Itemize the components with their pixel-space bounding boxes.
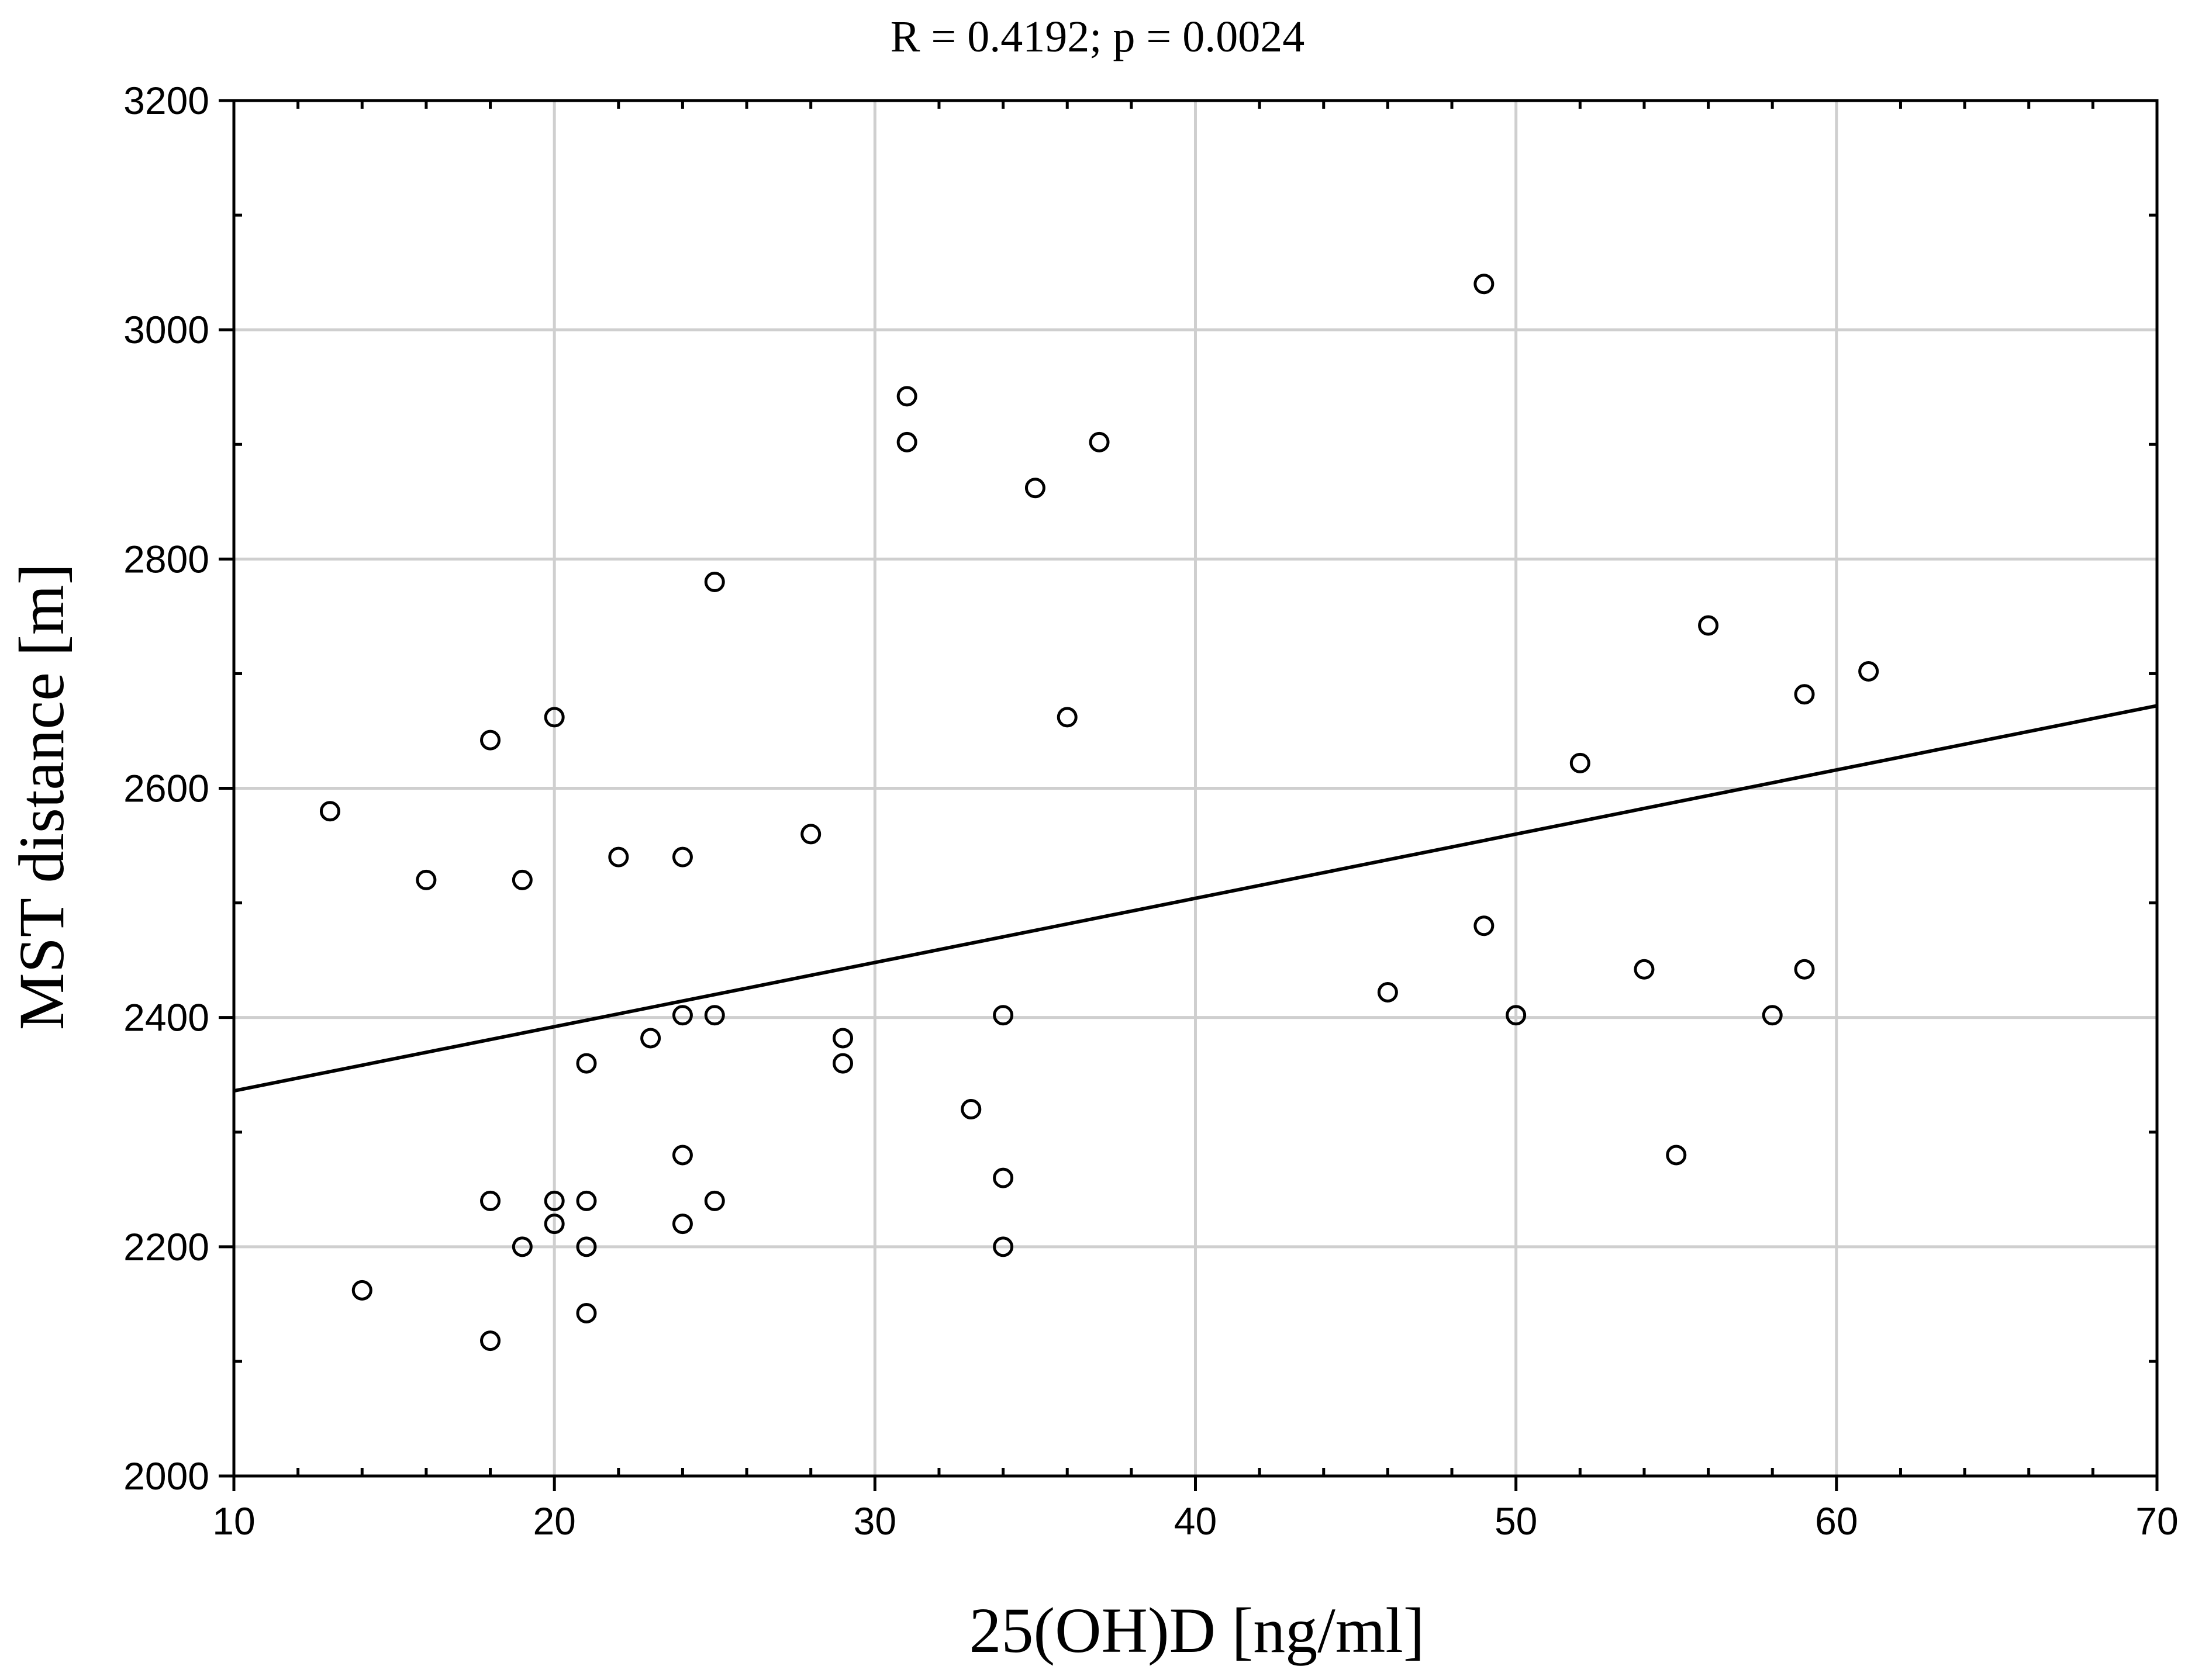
data-point xyxy=(1473,274,1495,295)
data-point xyxy=(480,1190,501,1211)
y-tick-label: 2600 xyxy=(123,767,209,810)
data-point xyxy=(576,1190,597,1211)
data-point xyxy=(480,730,501,751)
data-point xyxy=(512,869,533,890)
data-point xyxy=(1377,982,1398,1003)
data-point xyxy=(704,572,725,593)
data-point xyxy=(544,1214,565,1235)
x-tick-label: 10 xyxy=(212,1499,255,1543)
data-point xyxy=(800,824,822,845)
data-point xyxy=(1473,915,1495,936)
data-point xyxy=(544,1190,565,1211)
x-tick-label: 40 xyxy=(1174,1499,1217,1543)
data-point xyxy=(1762,1005,1783,1026)
data-point xyxy=(512,1236,533,1257)
data-point xyxy=(672,1005,693,1026)
x-tick-label: 20 xyxy=(533,1499,575,1543)
data-point xyxy=(704,1190,725,1211)
tick-label-layer: 10 20 30 40 50 60 70 2000 2200 2400 2600 2800 3000 32… xyxy=(123,79,2179,1543)
data-point xyxy=(1634,959,1655,980)
data-point xyxy=(961,1099,982,1120)
x-axis-label: 25(OH)D [ng/ml] xyxy=(969,1595,1424,1666)
data-point xyxy=(640,1028,661,1049)
data-point xyxy=(351,1280,372,1301)
data-point xyxy=(1089,431,1110,452)
regression-layer xyxy=(233,704,2158,1093)
data-point xyxy=(1794,684,1815,705)
data-point xyxy=(672,1145,693,1166)
data-point xyxy=(833,1053,854,1074)
data-point xyxy=(993,1167,1014,1188)
x-tick-label: 70 xyxy=(2135,1499,2178,1543)
y-tick-label: 2400 xyxy=(123,996,209,1039)
data-point xyxy=(576,1236,597,1257)
regression-line xyxy=(233,704,2158,1093)
y-axis-label: MST distance [m] xyxy=(6,564,77,1030)
y-tick-label: 3200 xyxy=(123,79,209,122)
grid-layer xyxy=(234,101,2157,1476)
y-tick-label: 2800 xyxy=(123,537,209,580)
data-point xyxy=(896,431,917,452)
data-point xyxy=(319,801,340,822)
y-tick-label: 2000 xyxy=(123,1454,209,1498)
data-point xyxy=(833,1028,854,1049)
x-tick-label: 30 xyxy=(854,1499,896,1543)
data-point xyxy=(544,707,565,728)
axes-layer xyxy=(219,99,2159,1491)
data-point xyxy=(608,846,629,867)
x-tick-label: 60 xyxy=(1815,1499,1858,1543)
data-point xyxy=(672,846,693,867)
chart-title: R = 0.4192; p = 0.0024 xyxy=(891,12,1305,61)
data-point xyxy=(993,1005,1014,1026)
data-point xyxy=(1858,661,1879,682)
data-point xyxy=(576,1303,597,1324)
data-point xyxy=(480,1330,501,1351)
data-point xyxy=(704,1005,725,1026)
y-tick-label: 3000 xyxy=(123,308,209,351)
data-point xyxy=(1024,478,1045,499)
data-point xyxy=(993,1236,1014,1257)
data-point xyxy=(1698,615,1719,636)
data-point xyxy=(416,869,437,890)
data-point xyxy=(1057,707,1078,728)
data-point xyxy=(576,1053,597,1074)
x-tick-label: 50 xyxy=(1495,1499,1537,1543)
y-tick-label: 2200 xyxy=(123,1225,209,1268)
data-point xyxy=(1506,1005,1527,1026)
data-point xyxy=(896,386,917,407)
data-point xyxy=(1794,959,1815,980)
data-point xyxy=(1569,752,1590,773)
points-layer xyxy=(319,274,1879,1351)
data-point xyxy=(1666,1145,1687,1166)
data-point xyxy=(672,1214,693,1235)
